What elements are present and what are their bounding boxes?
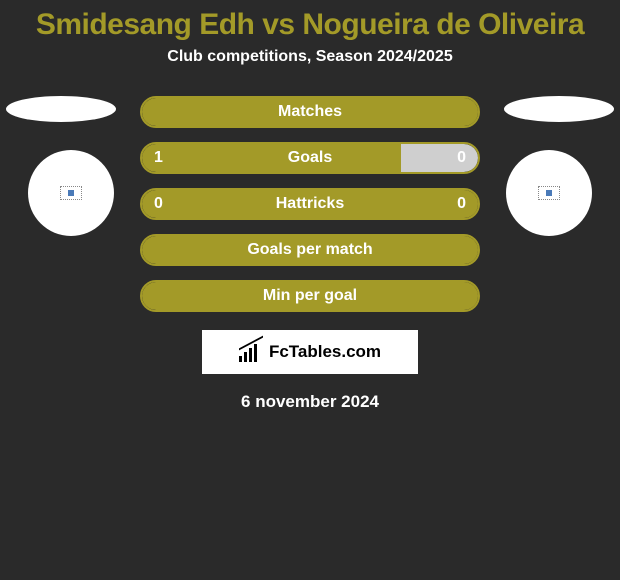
bar-label: Goals — [288, 149, 332, 167]
flag-icon — [60, 186, 82, 200]
page-title: Smidesang Edh vs Nogueira de Oliveira — [0, 0, 620, 42]
stat-bar: Goals per match — [140, 234, 480, 266]
logo-chart-icon — [239, 342, 265, 362]
bar-value-left: 1 — [154, 149, 163, 167]
player-circle-right — [506, 150, 592, 236]
stat-bar: Min per goal — [140, 280, 480, 312]
bar-fill-left — [142, 144, 401, 172]
player-oval-right — [504, 96, 614, 122]
stat-bar: 1 0 Goals — [140, 142, 480, 174]
bar-value-right: 0 — [457, 149, 466, 167]
subtitle: Club competitions, Season 2024/2025 — [0, 48, 620, 66]
stat-bar: Matches — [140, 96, 480, 128]
bar-value-right: 0 — [457, 195, 466, 213]
stat-bar: 0 0 Hattricks — [140, 188, 480, 220]
player-oval-left — [6, 96, 116, 122]
bar-fill-right — [401, 144, 478, 172]
stat-bars: Matches 1 0 Goals 0 0 Hattricks Goals per match… — [140, 96, 480, 312]
player-circle-left — [28, 150, 114, 236]
logo-text: FcTables.com — [269, 342, 381, 362]
logo-box: FcTables.com — [202, 330, 418, 374]
comparison-panel: Matches 1 0 Goals 0 0 Hattricks Goals per match… — [0, 96, 620, 412]
date-text: 6 november 2024 — [0, 392, 620, 412]
bar-label: Goals per match — [247, 241, 372, 259]
bar-label: Hattricks — [276, 195, 344, 213]
bar-value-left: 0 — [154, 195, 163, 213]
bar-label: Min per goal — [263, 287, 357, 305]
flag-icon — [538, 186, 560, 200]
bar-label: Matches — [278, 103, 342, 121]
